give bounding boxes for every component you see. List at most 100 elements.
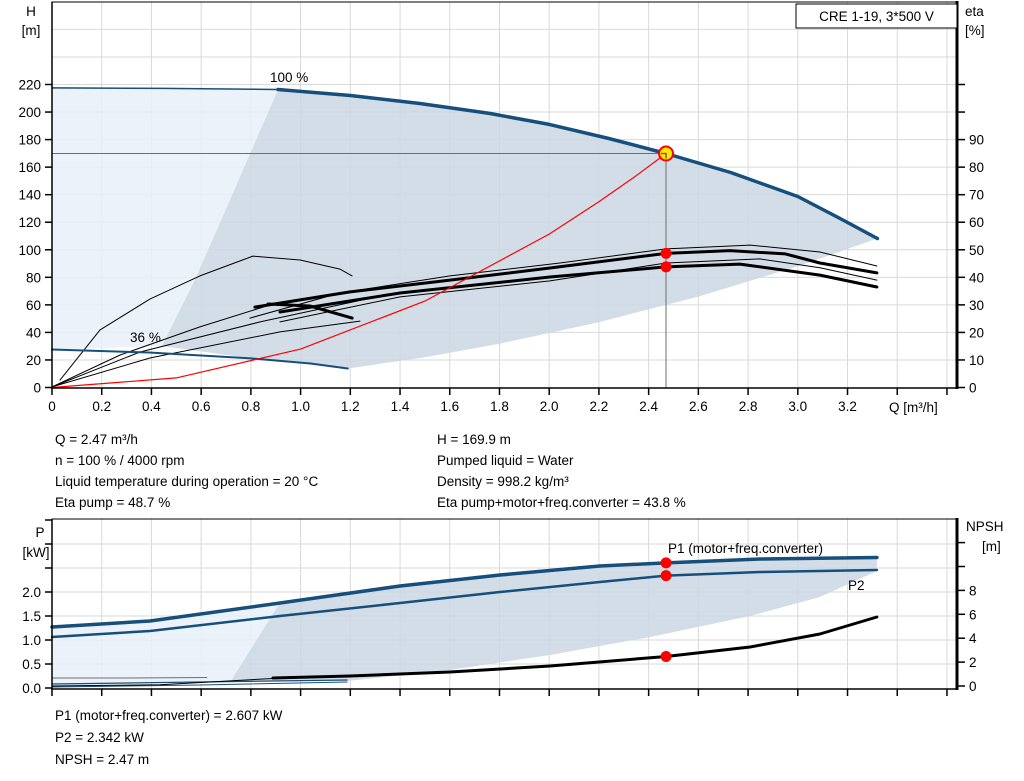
left-axis-tick-label: 100 bbox=[18, 243, 41, 258]
p2-curve-label: P2 bbox=[848, 578, 865, 593]
right-axis-tick-label: 2 bbox=[969, 655, 977, 670]
p1-curve-label: P1 (motor+freq.converter) bbox=[668, 541, 823, 556]
left-axis-unit: [kW] bbox=[23, 545, 50, 560]
right-axis-title: NPSH bbox=[966, 519, 1004, 534]
right-axis-tick-label: 90 bbox=[969, 133, 984, 148]
duty-info-left-column: Q = 2.47 m³/h n = 100 % / 4000 rpm Liqui… bbox=[55, 429, 318, 513]
left-axis-tick-label: 160 bbox=[18, 160, 41, 175]
speed-label-100: 100 % bbox=[270, 70, 308, 85]
left-axis-tick-label: 200 bbox=[18, 105, 41, 120]
left-axis-tick-label: 0.5 bbox=[22, 657, 41, 672]
x-axis-tick-label: 1.8 bbox=[490, 399, 509, 414]
x-axis-tick-label: 0.4 bbox=[142, 399, 161, 414]
npsh-point bbox=[660, 650, 672, 662]
left-axis-tick-label: 0.0 bbox=[22, 681, 41, 696]
info-line-head: H = 169.9 m bbox=[437, 432, 511, 447]
right-axis-unit: [%] bbox=[965, 23, 985, 38]
pump-curve-100 bbox=[276, 87, 880, 241]
x-axis-tick-label: 2.2 bbox=[590, 399, 609, 414]
right-axis-tick-label: 60 bbox=[969, 215, 984, 230]
p-min-blue-line bbox=[51, 679, 348, 685]
info-line-p2: P2 = 2.342 kW bbox=[55, 730, 144, 745]
min-speed-curve-36 bbox=[51, 348, 349, 370]
operating-envelope bbox=[161, 89, 878, 369]
left-axis-tick-label: 1.5 bbox=[22, 609, 41, 624]
x-axis-tick-label: 1.0 bbox=[291, 399, 310, 414]
left-axis-tick-label: 60 bbox=[26, 298, 41, 313]
hq-eta-chart: 0 20 40 60 80 100 120 140 160 180 200 220 0 10 20 30 40 5… bbox=[18, 1, 985, 415]
right-axis-title: eta bbox=[965, 4, 984, 19]
p2-curve bbox=[50, 568, 879, 639]
x-axis-tick-label: 1.4 bbox=[391, 399, 410, 414]
right-axis-tick-label: 10 bbox=[969, 353, 984, 368]
x-axis-tick-label: 0.8 bbox=[241, 399, 260, 414]
p1-curve bbox=[50, 555, 879, 629]
eta-total-point bbox=[660, 261, 672, 273]
x-axis-tick-label: 2.0 bbox=[540, 399, 559, 414]
pump-title-box bbox=[795, 3, 958, 29]
x-axis-tick-label: 2.8 bbox=[739, 399, 758, 414]
right-axis-tick-label: 8 bbox=[969, 583, 977, 598]
system-curve bbox=[51, 152, 667, 389]
left-axis-tick-label: 20 bbox=[26, 353, 41, 368]
x-axis-tick-label: 3.2 bbox=[838, 399, 857, 414]
right-axis-tick-label: 20 bbox=[969, 325, 984, 340]
p2-point bbox=[660, 570, 672, 582]
right-axis-tick-label: 0 bbox=[969, 381, 977, 396]
x-axis-tick-label: 3.0 bbox=[788, 399, 807, 414]
info-line-eta-pump: Eta pump = 48.7 % bbox=[55, 495, 171, 510]
power-info-column: P1 (motor+freq.converter) = 2.607 kW P2 … bbox=[55, 705, 282, 771]
info-line-p1: P1 (motor+freq.converter) = 2.607 kW bbox=[55, 708, 283, 723]
p1-point bbox=[660, 557, 672, 569]
info-line-npsh: NPSH = 2.47 m bbox=[55, 752, 150, 767]
left-axis-tick-label: 2.0 bbox=[22, 585, 41, 600]
pump-title: CRE 1-19, 3*500 V bbox=[819, 9, 934, 24]
npsh-start-thin-curve bbox=[51, 678, 274, 687]
duty-info-right-column: H = 169.9 m Pumped liquid = Water Densit… bbox=[437, 429, 686, 513]
info-line-density: Density = 998.2 kg/m³ bbox=[437, 474, 569, 489]
info-line-flow: Q = 2.47 m³/h bbox=[55, 432, 138, 447]
right-axis-tick-label: 50 bbox=[969, 243, 984, 258]
right-axis-tick-label: 6 bbox=[969, 607, 977, 622]
x-axis-tick-label: 2.4 bbox=[639, 399, 658, 414]
right-axis-tick-label: 80 bbox=[969, 160, 984, 175]
x-axis-tick-label: 0 bbox=[48, 399, 56, 414]
left-axis-tick-label: 140 bbox=[18, 188, 41, 203]
max-head-limit-line bbox=[51, 87, 279, 91]
info-line-eta-total: Eta pump+motor+freq.converter = 43.8 % bbox=[437, 495, 686, 510]
left-axis-title: H bbox=[26, 4, 36, 19]
left-axis-tick-label: 120 bbox=[18, 215, 41, 230]
left-axis-tick-label: 0 bbox=[33, 381, 41, 396]
x-axis-tick-label: 1.6 bbox=[440, 399, 459, 414]
x-axis-tick-label: 0.2 bbox=[92, 399, 111, 414]
right-axis-tick-label: 40 bbox=[969, 270, 984, 285]
x-axis-tick-label: 2.6 bbox=[689, 399, 708, 414]
info-line-pumped-liquid: Pumped liquid = Water bbox=[437, 453, 574, 468]
info-line-speed: n = 100 % / 4000 rpm bbox=[55, 453, 185, 468]
right-axis-tick-label: 4 bbox=[969, 631, 977, 646]
right-axis-tick-label: 30 bbox=[969, 298, 984, 313]
speed-label-36: 36 % bbox=[130, 330, 161, 345]
p-min-gray-line bbox=[51, 677, 208, 679]
left-axis-tick-label: 80 bbox=[26, 270, 41, 285]
power-npsh-chart: 0.0 0.5 1.0 1.5 2.0 0 2 4 6 8 P [kW] NPSH [m] P1 (moto… bbox=[22, 518, 1004, 696]
left-axis-tick-label: 1.0 bbox=[22, 633, 41, 648]
p-min-dark-line bbox=[51, 681, 348, 688]
x-axis-tick-label: 0.6 bbox=[192, 399, 211, 414]
left-axis-tick-label: 180 bbox=[18, 133, 41, 148]
left-axis-tick-label: 220 bbox=[18, 77, 41, 92]
left-axis-tick-label: 40 bbox=[26, 325, 41, 340]
eta-shell-curve-3 bbox=[51, 320, 361, 388]
left-axis-title: P bbox=[35, 525, 44, 540]
eta-shell-curve-1 bbox=[51, 304, 271, 388]
eta-arc-curve bbox=[59, 255, 353, 381]
npsh-curve bbox=[271, 615, 879, 680]
right-axis-tick-label: 70 bbox=[969, 188, 984, 203]
eta-pump-point bbox=[660, 247, 672, 259]
x-axis-title: Q [m³/h] bbox=[889, 400, 938, 415]
left-axis-unit: [m] bbox=[22, 23, 41, 38]
info-line-liquid-temp: Liquid temperature during operation = 20… bbox=[55, 474, 319, 489]
x-axis-tick-label: 1.2 bbox=[341, 399, 360, 414]
